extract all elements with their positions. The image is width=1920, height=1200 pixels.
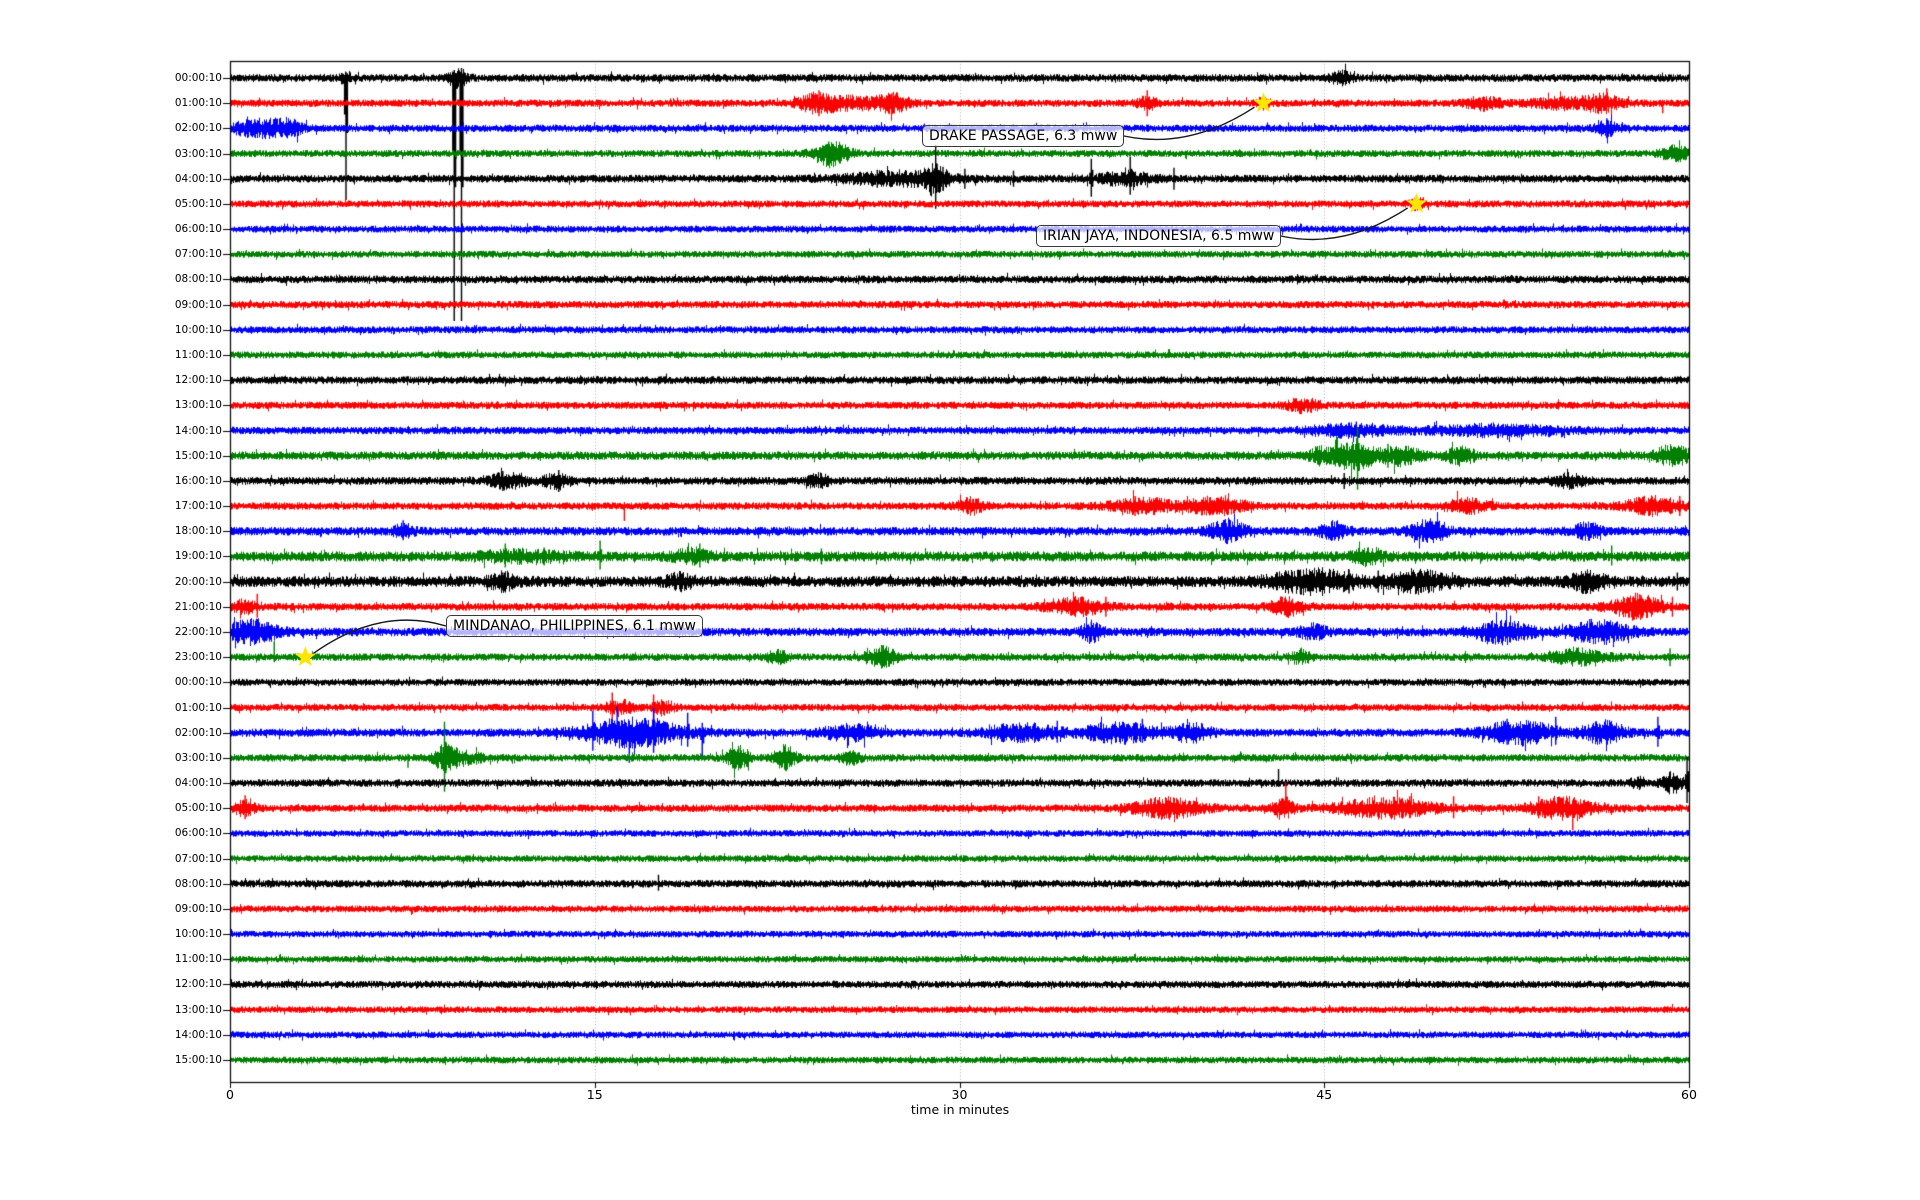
event-annotation-box: IRIAN JAYA, INDONESIA, 6.5 mww bbox=[1036, 225, 1282, 247]
trace-time-label: 14:00:10 bbox=[174, 1028, 222, 1041]
trace-time-label: 05:00:10 bbox=[174, 197, 222, 210]
trace-time-label: 06:00:10 bbox=[174, 223, 222, 236]
x-tick-label: 15 bbox=[586, 1087, 603, 1102]
event-annotation-box: MINDANAO, PHILIPPINES, 6.1 mww bbox=[446, 615, 703, 637]
trace-time-label: 11:00:10 bbox=[174, 348, 222, 361]
trace-time-label: 06:00:10 bbox=[174, 827, 222, 840]
trace-time-label: 02:00:10 bbox=[174, 122, 222, 135]
trace-time-label: 05:00:10 bbox=[174, 802, 222, 815]
trace-time-label: 12:00:10 bbox=[174, 374, 222, 387]
trace-time-label: 04:00:10 bbox=[174, 777, 222, 790]
trace-time-label: 09:00:10 bbox=[174, 902, 222, 915]
trace-time-label: 00:00:10 bbox=[174, 72, 222, 84]
trace-time-label: 21:00:10 bbox=[174, 600, 222, 613]
x-tick-label: 30 bbox=[951, 1087, 968, 1102]
x-axis-label: time in minutes bbox=[910, 1102, 1010, 1117]
trace-time-label: 01:00:10 bbox=[174, 97, 222, 110]
trace-time-label: 13:00:10 bbox=[174, 1003, 222, 1016]
x-tick-label: 45 bbox=[1316, 1087, 1333, 1102]
x-tick-label: 60 bbox=[1681, 1087, 1697, 1102]
trace-time-label: 03:00:10 bbox=[174, 751, 222, 764]
trace-time-label: 11:00:10 bbox=[174, 953, 222, 966]
trace-time-label: 13:00:10 bbox=[174, 399, 222, 412]
trace-time-label: 07:00:10 bbox=[174, 852, 222, 865]
trace-time-label: 04:00:10 bbox=[174, 172, 222, 185]
event-annotation-box: DRAKE PASSAGE, 6.3 mww bbox=[922, 125, 1125, 147]
trace-time-label: 14:00:10 bbox=[174, 424, 222, 437]
trace-time-label: 08:00:10 bbox=[174, 877, 222, 890]
trace-time-label: 01:00:10 bbox=[174, 701, 222, 714]
trace-time-label: 17:00:10 bbox=[174, 500, 222, 513]
trace-time-label: 15:00:10 bbox=[174, 1054, 222, 1067]
trace-time-label: 03:00:10 bbox=[174, 147, 222, 160]
trace-time-label: 20:00:10 bbox=[174, 575, 222, 588]
trace-time-label: 10:00:10 bbox=[174, 928, 222, 941]
trace-time-label: 18:00:10 bbox=[174, 525, 222, 538]
trace-time-label: 22:00:10 bbox=[174, 625, 222, 638]
trace-time-label: 19:00:10 bbox=[174, 550, 222, 563]
trace-time-label: 16:00:10 bbox=[174, 474, 222, 487]
trace-time-label: 09:00:10 bbox=[174, 298, 222, 311]
trace-time-label: 08:00:10 bbox=[174, 273, 222, 286]
trace-time-label: 23:00:10 bbox=[174, 651, 222, 664]
trace-time-label: 07:00:10 bbox=[174, 248, 222, 261]
trace-time-label: 15:00:10 bbox=[174, 449, 222, 462]
trace-time-label: 02:00:10 bbox=[174, 726, 222, 739]
trace-time-label: 12:00:10 bbox=[174, 978, 222, 991]
trace-time-label: 00:00:10 bbox=[174, 676, 222, 689]
x-tick-label: 0 bbox=[226, 1087, 234, 1102]
trace-time-label: 10:00:10 bbox=[174, 323, 222, 336]
